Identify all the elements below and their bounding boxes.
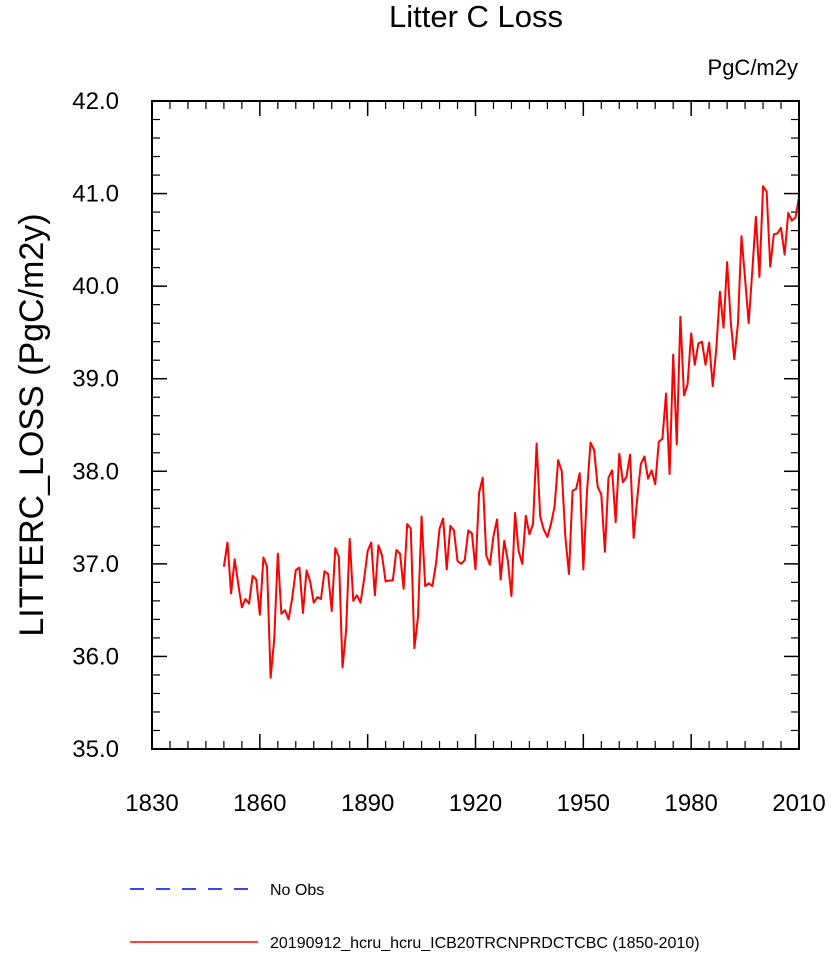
y-tick-label: 38.0 — [72, 458, 119, 485]
legend-label-no-obs: No Obs — [270, 882, 324, 899]
y-tick-label: 42.0 — [72, 88, 119, 115]
y-tick-label: 37.0 — [72, 551, 119, 578]
x-tick-label: 1890 — [341, 790, 394, 817]
x-tick-label: 2010 — [772, 790, 825, 817]
axis-ticks — [151, 100, 800, 750]
chart-title: Litter C Loss — [389, 0, 563, 34]
x-tick-label: 1830 — [125, 790, 178, 817]
y-tick-label: 40.0 — [72, 273, 119, 300]
x-tick-label: 1950 — [557, 790, 610, 817]
plot-frame — [151, 100, 800, 750]
units-label: PgC/m2y — [708, 55, 798, 80]
y-axis-label: LITTERC_LOSS (PgC/m2y) — [13, 213, 51, 636]
series-line — [222, 185, 800, 679]
x-tick-label: 1920 — [449, 790, 502, 817]
x-tick-label: 1860 — [233, 790, 286, 817]
legend: No Obs 20190912_hcru_hcru_ICB20TRCNPRDCT… — [130, 882, 700, 952]
series-layer — [222, 185, 800, 679]
legend-label-model: 20190912_hcru_hcru_ICB20TRCNPRDCTCBC (18… — [270, 935, 700, 952]
y-tick-label: 39.0 — [72, 366, 119, 393]
x-tick-label: 1980 — [664, 790, 717, 817]
tick-labels: 1830 1860 1890 1920 1950 1980 2010 35.0 36.0 37.0… — [72, 88, 825, 817]
y-tick-label: 36.0 — [72, 643, 119, 670]
y-tick-label: 41.0 — [72, 181, 119, 208]
y-tick-label: 35.0 — [72, 736, 119, 763]
